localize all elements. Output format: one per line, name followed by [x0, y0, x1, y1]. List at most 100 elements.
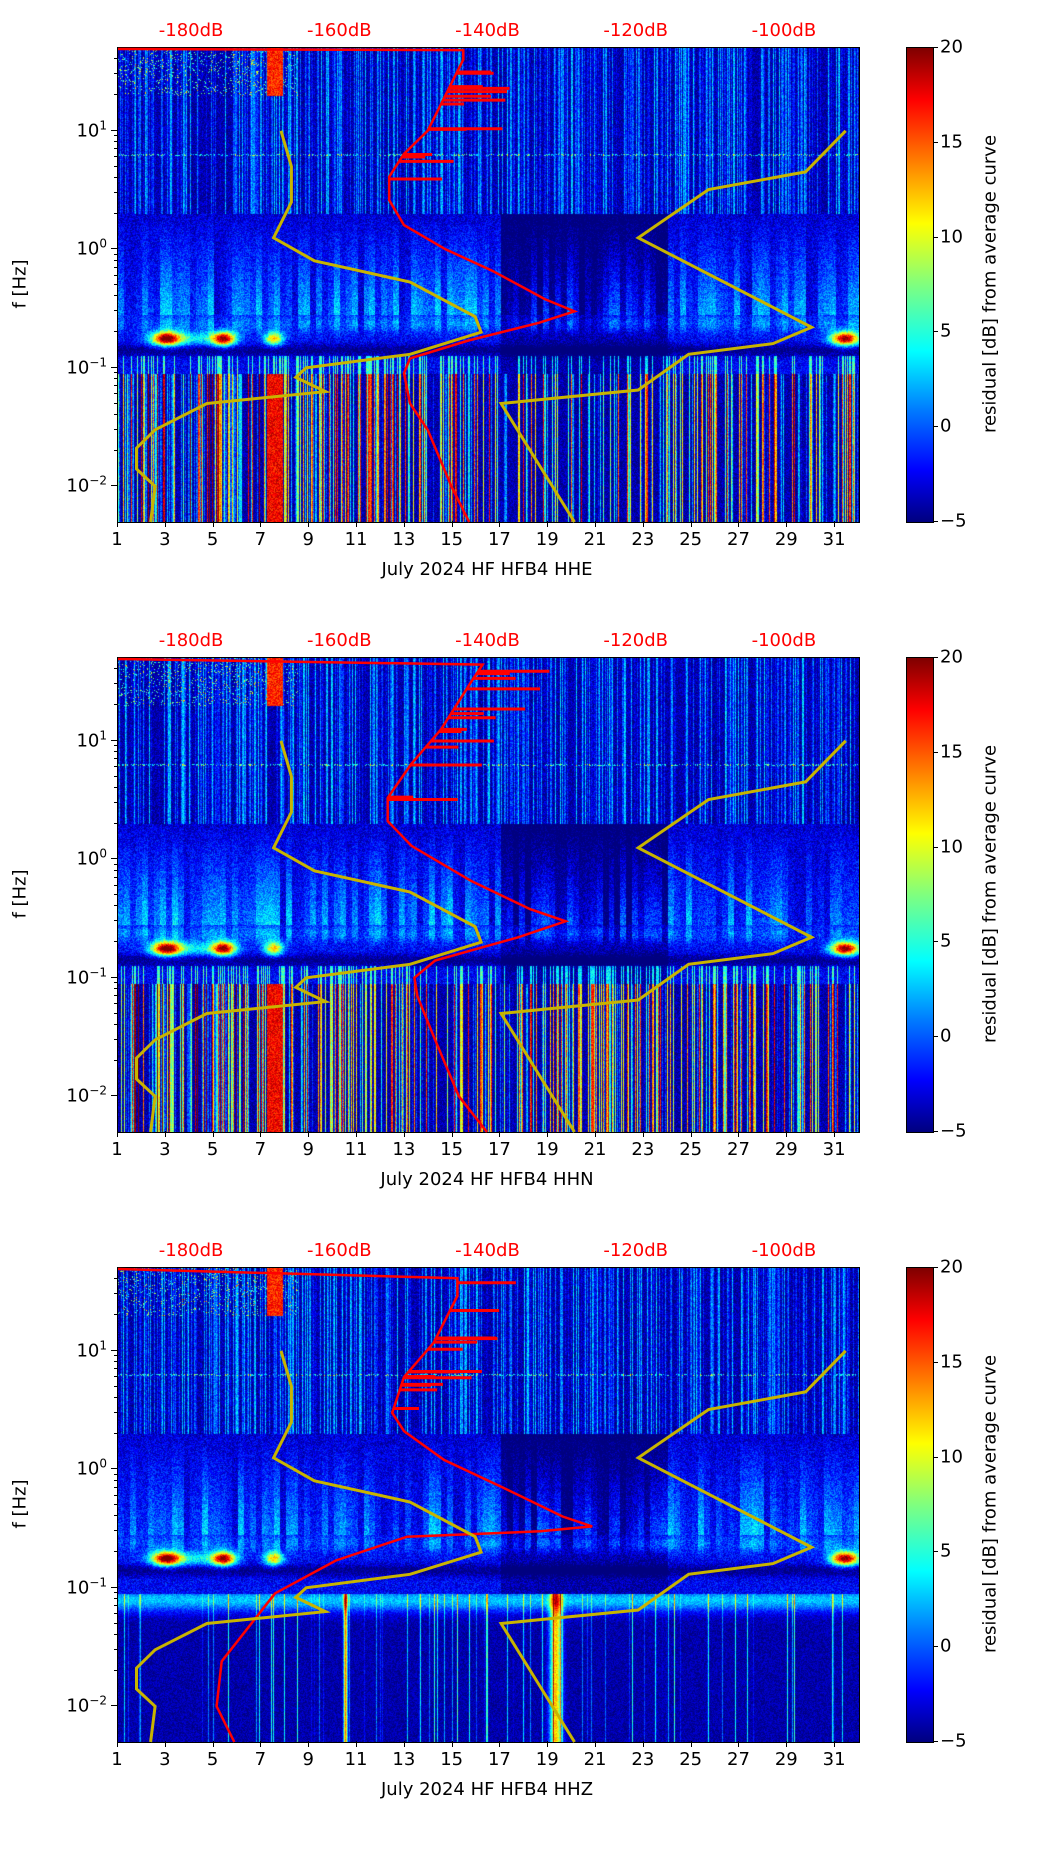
x-tick-label: 5	[206, 1139, 219, 1160]
y-tick-mark	[111, 976, 117, 978]
nlnm-curve	[135, 1350, 484, 1743]
y-minor-tick	[114, 141, 117, 143]
y-minor-tick	[114, 766, 117, 768]
y-minor-tick	[114, 920, 117, 922]
y-minor-tick	[114, 212, 117, 214]
y-tick-exponent: 1	[99, 118, 107, 133]
average-psd-curve	[117, 47, 579, 523]
y-axis-label: f [Hz]	[9, 869, 31, 919]
x-tick-mark	[260, 1131, 262, 1137]
y-tick-label: 10−1	[66, 355, 107, 378]
y-minor-tick	[114, 372, 117, 374]
colorbar-tick-label: 20	[940, 646, 963, 668]
x-tick-label: 17	[487, 1749, 511, 1770]
y-minor-tick	[114, 884, 117, 886]
colorbar-tick-mark	[933, 331, 938, 333]
y-tick-label: 101	[76, 1338, 107, 1361]
panel-hhe: 1 3 5 7 9 11 13 15 17 19 21 23 25 27 29 31 -180dB -160dB -…	[0, 20, 1052, 647]
y-minor-tick	[114, 253, 117, 255]
x-tick-mark	[499, 1741, 501, 1747]
y-minor-tick	[114, 1515, 117, 1517]
x-tick-label: 27	[727, 1749, 750, 1770]
db-tick-label: -140dB	[455, 1240, 520, 1261]
x-tick-mark	[499, 521, 501, 527]
x-tick-mark	[403, 1131, 405, 1137]
y-minor-tick	[114, 1613, 117, 1615]
nhnm-curve	[498, 1349, 847, 1743]
colorbar-label: residual [dB] from average curve	[979, 134, 1001, 434]
spectrogram-heatmap	[118, 48, 859, 522]
colorbar	[906, 657, 934, 1133]
y-minor-tick	[114, 775, 117, 777]
x-tick-label: 31	[822, 1749, 846, 1770]
x-tick-mark	[164, 521, 166, 527]
x-tick-label: 13	[392, 1749, 416, 1770]
y-tick-label: 100	[76, 237, 107, 260]
y-tick-exponent: −2	[89, 1083, 107, 1098]
x-tick-label: 7	[254, 529, 267, 550]
x-tick-mark	[738, 521, 740, 527]
y-minor-tick	[114, 1411, 117, 1413]
x-tick-label: 3	[159, 1749, 171, 1770]
y-tick-label: 10−2	[66, 1694, 107, 1717]
x-tick-mark	[642, 1131, 644, 1137]
y-minor-tick	[114, 1479, 117, 1481]
colorbar-tick-label: −5	[940, 1120, 967, 1142]
db-tick-label: -160dB	[306, 630, 372, 651]
colorbar-tick-mark	[933, 941, 938, 943]
x-tick-label: 17	[487, 529, 511, 550]
y-minor-tick	[114, 393, 117, 395]
x-tick-mark	[356, 1741, 358, 1747]
x-tick-label: 23	[631, 1139, 655, 1160]
x-tick-mark	[308, 1741, 310, 1747]
x-tick-label: 31	[822, 529, 846, 550]
y-minor-tick	[114, 331, 117, 333]
x-tick-label: 23	[631, 1749, 655, 1770]
nlnm-curve	[135, 130, 484, 523]
x-tick-mark	[260, 521, 262, 527]
colorbar-tick-mark	[933, 1267, 938, 1268]
x-tick-label: 11	[344, 1749, 368, 1770]
x-tick-label: 25	[679, 529, 703, 550]
colorbar-tick-mark	[933, 236, 938, 238]
db-tick-label: -120dB	[603, 20, 669, 41]
db-tick-label: -180dB	[158, 1240, 224, 1261]
colorbar-tick-mark	[933, 1741, 938, 1742]
x-tick-mark	[451, 521, 453, 527]
y-minor-tick	[114, 402, 117, 404]
db-tick-label: -180dB	[158, 20, 224, 41]
y-tick-exponent: −2	[89, 473, 107, 488]
y-minor-tick	[114, 801, 117, 803]
x-tick-label: 9	[302, 1139, 314, 1160]
x-tick-mark	[356, 1131, 358, 1137]
y-minor-tick	[114, 668, 117, 670]
x-tick-label: 17	[487, 1139, 511, 1160]
y-minor-tick	[114, 1361, 117, 1363]
y-minor-tick	[114, 863, 117, 865]
db-tick-label: -180dB	[158, 630, 224, 651]
y-minor-tick	[114, 58, 117, 60]
y-minor-tick	[114, 1622, 117, 1624]
y-minor-tick	[114, 1605, 117, 1607]
x-tick-label: 9	[302, 1749, 314, 1770]
y-minor-tick	[114, 1023, 117, 1025]
average-psd-curve	[117, 1267, 593, 1743]
x-tick-mark	[642, 1741, 644, 1747]
x-tick-label: 27	[727, 529, 750, 550]
nhnm-curve	[498, 739, 847, 1133]
y-tick-exponent: 1	[99, 728, 107, 743]
y-tick-exponent: −1	[89, 355, 107, 370]
y-tick-base: 10	[66, 475, 90, 497]
x-axis-label: July 2024 HF HFB4 HHN	[380, 1169, 594, 1190]
x-axis-label: July 2024 HF HFB4 HHZ	[380, 1779, 594, 1800]
x-tick-mark	[738, 1131, 740, 1137]
panel-hhz: 1 3 5 7 9 11 13 15 17 19 21 23 25 27 29 31 -180dB -160dB -…	[0, 1240, 1052, 1867]
x-tick-label: 21	[583, 529, 607, 550]
x-tick-mark	[451, 1131, 453, 1137]
y-minor-tick	[114, 683, 117, 685]
y-axis-label: f [Hz]	[9, 1479, 31, 1529]
colorbar-tick-label: 15	[940, 741, 963, 763]
y-minor-tick	[114, 941, 117, 943]
y-tick-base: 10	[66, 357, 90, 379]
db-tick-label: -160dB	[306, 1240, 372, 1261]
